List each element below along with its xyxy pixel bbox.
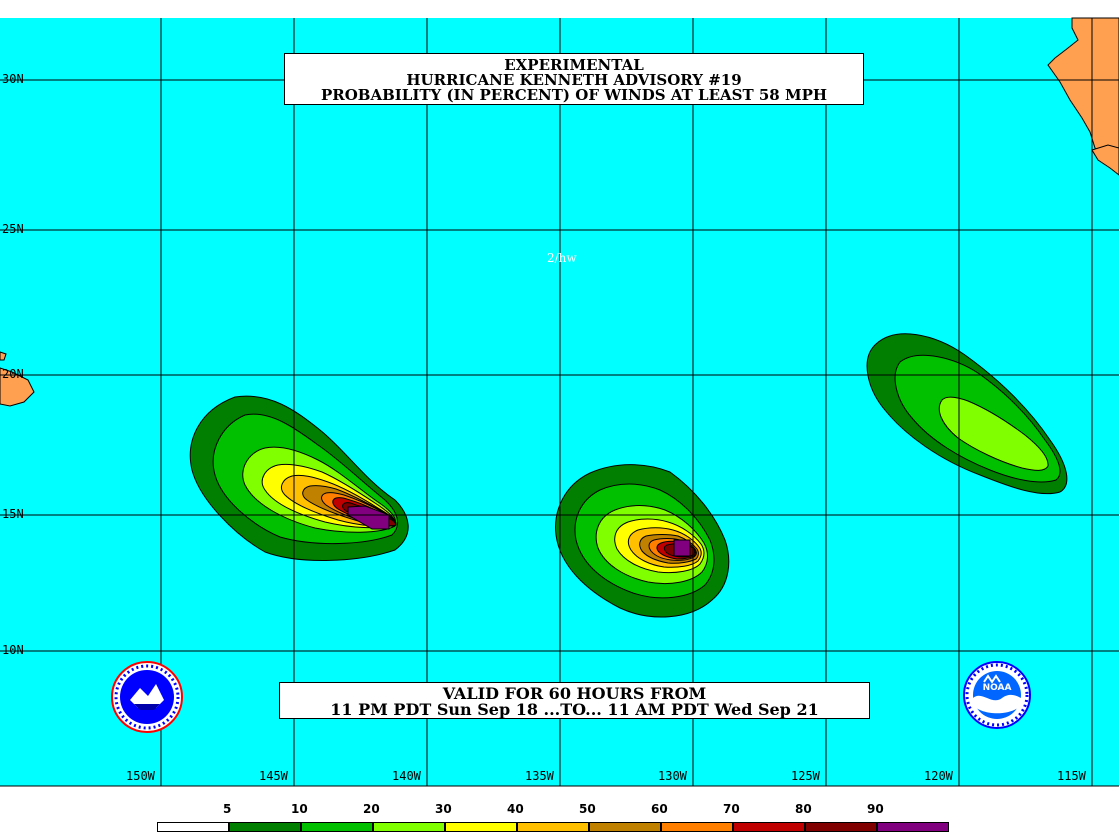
- legend-label: 40: [507, 802, 524, 816]
- legend-swatch: [517, 822, 589, 832]
- legend-swatch: [661, 822, 733, 832]
- national-weather-service-logo: [111, 661, 183, 733]
- title-line-2: HURRICANE KENNETH ADVISORY #19: [406, 71, 742, 89]
- lat-label-20n: 20N: [2, 367, 24, 381]
- lon-label-115w: 115W: [1057, 769, 1086, 783]
- legend-label: 10: [291, 802, 308, 816]
- legend-swatch: [733, 822, 805, 832]
- legend-label: 5: [223, 802, 232, 816]
- lat-label-15n: 15N: [2, 507, 24, 521]
- valid-line-2: 11 PM PDT Sun Sep 18 ...TO... 11 AM PDT …: [330, 700, 819, 719]
- svg-text:NOAA: NOAA: [983, 683, 1012, 693]
- noaa-logo: NOAA: [963, 661, 1031, 729]
- lon-label-145w: 145W: [259, 769, 288, 783]
- legend-label: 30: [435, 802, 452, 816]
- legend-swatch: [589, 822, 661, 832]
- legend-label: 20: [363, 802, 380, 816]
- lon-label-130w: 130W: [658, 769, 687, 783]
- lat-label-25n: 25N: [2, 222, 24, 236]
- legend-label: 80: [795, 802, 812, 816]
- analyst-credit: 2/hw: [547, 251, 577, 265]
- probability-region-west: [189, 395, 409, 561]
- graticule: [0, 18, 1119, 786]
- land-mexico-coast: [1091, 144, 1119, 176]
- title-line-3: PROBABILITY (IN PERCENT) OF WINDS AT LEA…: [320, 86, 828, 104]
- valid-line-1: VALID FOR 60 HOURS FROM: [442, 684, 707, 703]
- lon-label-135w: 135W: [525, 769, 554, 783]
- lon-label-120w: 120W: [924, 769, 953, 783]
- legend-swatch: [805, 822, 877, 832]
- valid-period-box: VALID FOR 60 HOURS FROM 11 PM PDT Sun Se…: [279, 682, 870, 719]
- lon-label-125w: 125W: [791, 769, 820, 783]
- title-line-1: EXPERIMENTAL: [504, 56, 644, 74]
- legend-swatch: [877, 822, 949, 832]
- lon-label-150w: 150W: [126, 769, 155, 783]
- land-hawaii-islet: [0, 351, 7, 361]
- legend-color-bar: [157, 822, 949, 832]
- legend-swatch: [445, 822, 517, 832]
- legend-label: 50: [579, 802, 596, 816]
- probability-region-east: [866, 333, 1068, 495]
- probability-region-center: [555, 464, 730, 618]
- legend-label: 70: [723, 802, 740, 816]
- land-hawaii: [0, 367, 35, 407]
- legend-swatch: [157, 822, 229, 832]
- legend-label: 60: [651, 802, 668, 816]
- lat-label-30n: 30N: [2, 72, 24, 86]
- lat-label-10n: 10N: [2, 643, 24, 657]
- legend-label: 90: [867, 802, 884, 816]
- legend-swatch: [373, 822, 445, 832]
- lon-label-140w: 140W: [392, 769, 421, 783]
- map-title-box: EXPERIMENTAL HURRICANE KENNETH ADVISORY …: [284, 53, 864, 105]
- legend-swatch: [301, 822, 373, 832]
- legend-swatch: [229, 822, 301, 832]
